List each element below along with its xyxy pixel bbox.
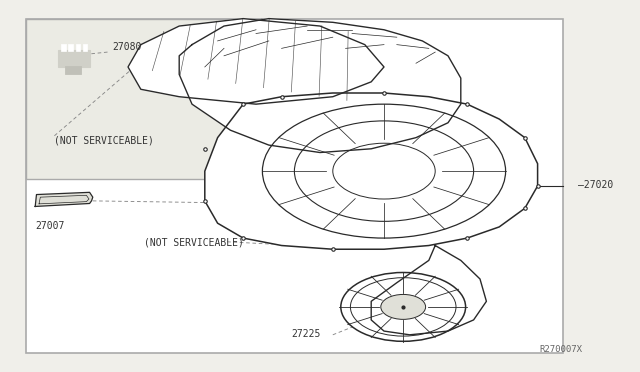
Bar [65,66,81,74]
Bar [26,19,262,179]
Polygon shape [371,246,486,335]
Bar [76,44,80,51]
Bar [61,44,66,51]
Text: 27225: 27225 [291,328,321,339]
Text: R270007X: R270007X [540,344,582,353]
Text: 27080: 27080 [112,42,141,52]
Polygon shape [128,19,384,104]
Polygon shape [179,19,461,153]
Bar [68,44,73,51]
Text: 27007: 27007 [35,221,65,231]
Text: (NOT SERVICEABLE): (NOT SERVICEABLE) [54,135,154,145]
Polygon shape [35,192,93,206]
Text: —27020: —27020 [578,180,613,190]
Ellipse shape [340,272,466,341]
Bar [58,50,90,67]
Polygon shape [205,93,538,249]
Ellipse shape [381,295,426,319]
Bar [83,44,87,51]
Text: (NOT SERVICEABLE): (NOT SERVICEABLE) [144,237,244,247]
Bar [26,19,563,353]
